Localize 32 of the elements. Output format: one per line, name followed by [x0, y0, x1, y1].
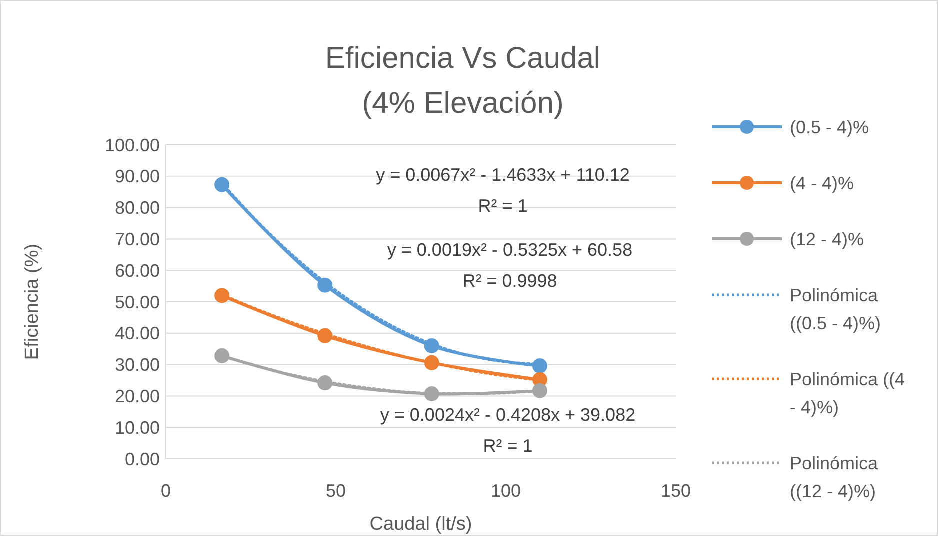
y-tick-label: 50.00 [114, 292, 160, 312]
legend-label: Polinómica ((4 - 4)%) [790, 369, 906, 418]
y-tick-label: 10.00 [114, 418, 160, 438]
y-tick-label: 20.00 [114, 386, 160, 406]
annotation: R² = 1 [478, 196, 528, 216]
legend-label: Polinómica ((12 - 4)%) [790, 453, 880, 502]
annotation: R² = 1 [483, 436, 533, 456]
annotation: y = 0.0019x² - 0.5325x + 60.58 [387, 240, 633, 260]
legend-label: (4 - 4)% [790, 173, 854, 194]
y-tick-label: 40.00 [114, 324, 160, 344]
y-tick-label: 100.00 [104, 135, 160, 156]
legend-label: (0.5 - 4)% [790, 117, 870, 138]
annotation: y = 0.0024x² - 0.4208x + 39.082 [380, 405, 636, 425]
y-tick-label: 0.00 [124, 449, 160, 470]
legend-label: (12 - 4)% [790, 229, 864, 250]
x-tick-label: 50 [326, 481, 346, 501]
legend-label: Polinómica ((0.5 - 4)%) [790, 285, 882, 334]
x-axis-title: Caudal (lt/s) [370, 514, 472, 535]
y-tick-label: 70.00 [114, 230, 160, 250]
point [532, 383, 548, 398]
y-tick-label: 30.00 [114, 355, 160, 376]
y-tick-label: 60.00 [114, 260, 160, 281]
annotation: y = 0.0067x² - 1.4633x + 110.12 [376, 165, 630, 185]
y-axis-title: Eficiencia (%) [22, 244, 43, 360]
x-tick-label: 150 [660, 481, 692, 501]
y-tick-label: 80.00 [114, 198, 160, 218]
chart-title: Eficiencia Vs Caudal (4% Elevación) [325, 42, 601, 120]
annotation: R² = 0.9998 [462, 271, 558, 291]
x-tick-label: 0 [160, 481, 172, 501]
x-tick-label: 100 [490, 481, 522, 501]
y-tick-label: 90.00 [114, 166, 160, 187]
point [214, 348, 230, 364]
